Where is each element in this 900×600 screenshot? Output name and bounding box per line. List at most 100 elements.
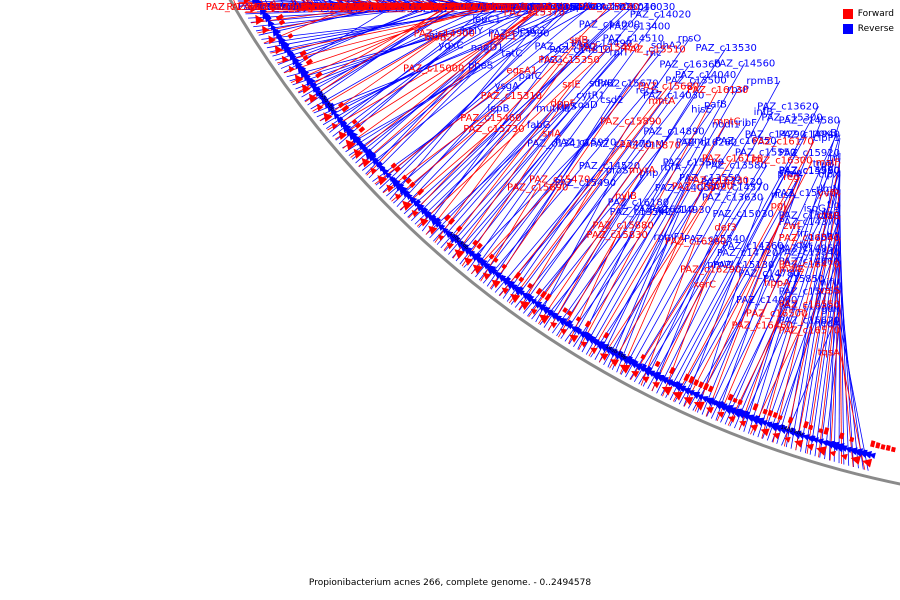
reverse-gene-label: ddl1 xyxy=(466,2,488,13)
reverse-gene-label: hisG xyxy=(540,55,562,66)
leader-line xyxy=(416,47,610,227)
leader-line xyxy=(391,117,492,202)
reverse-gene-label: PAZ_c13560 xyxy=(361,2,422,13)
reverse-gene-label: PAZ_c14290 xyxy=(745,129,806,140)
forward-gene-label: mntC xyxy=(714,116,741,127)
forward-gene-label: malE xyxy=(779,264,804,275)
reverse-gene-label: rpmE1 xyxy=(346,2,379,13)
forward-gene-label: PAZ_c16550 xyxy=(779,300,840,311)
feature-block xyxy=(762,408,768,415)
forward-gene-label: PAZ_c16130 xyxy=(687,85,748,96)
leader-line xyxy=(651,238,716,392)
leader-line xyxy=(358,12,535,167)
forward-gene-label: srlA xyxy=(542,129,561,140)
reverse-gene-label: rlmM xyxy=(639,139,664,150)
reverse-gene-label: PAZ_c13690 xyxy=(506,2,567,13)
forward-gene-label: rsgA xyxy=(285,2,308,13)
reverse-gene-label: PAZ_c15500 xyxy=(663,158,724,169)
forward-gene-label: mntA xyxy=(648,96,675,107)
feature-block xyxy=(752,403,759,411)
feature-block xyxy=(566,310,573,317)
reverse-gene-label: PAZ_c15960 xyxy=(779,166,840,177)
feature-glyph xyxy=(428,225,438,235)
reverse-gene-label: PAZ_c14610 xyxy=(779,257,840,268)
leader-line xyxy=(429,0,477,8)
reverse-gene-label: PAZ_c14780 xyxy=(738,269,799,280)
feature-block xyxy=(433,217,441,225)
reverse-gene-label: PAZ_c13530 xyxy=(696,43,757,54)
feature-block xyxy=(674,381,681,389)
leader-line xyxy=(800,204,841,452)
feature-block xyxy=(401,174,408,181)
feature-glyph xyxy=(609,359,620,367)
feature-block xyxy=(267,0,275,8)
feature-glyph xyxy=(538,314,550,325)
reverse-gene-label: PAZ_c16180 xyxy=(608,198,669,209)
reverse-gene-label: rpmF1 xyxy=(653,232,685,243)
feature-block xyxy=(659,374,666,382)
leader-line xyxy=(738,282,791,431)
leader-line xyxy=(727,269,805,426)
feature-glyph xyxy=(267,19,275,28)
reverse-gene-label: pheS xyxy=(468,61,493,72)
leader-line xyxy=(329,6,489,133)
feature-glyph xyxy=(333,112,341,120)
reverse-gene-label: sdhA2 xyxy=(651,40,682,51)
feature-block xyxy=(409,181,416,188)
reverse-gene-label: PAZ_c15670 xyxy=(597,79,658,90)
feature-glyph xyxy=(764,421,773,429)
leader-line xyxy=(452,103,564,259)
feature-glyph xyxy=(816,438,824,446)
reverse-gene-label: PAZ_c13460 xyxy=(291,2,352,13)
reverse-gene-label: PAZ_c14020 xyxy=(630,10,691,21)
feature-block xyxy=(372,157,379,164)
leader-line xyxy=(590,122,748,358)
leader-line xyxy=(757,192,837,438)
reverse-gene-label: PAZ_c16360 xyxy=(659,59,720,70)
feature-block xyxy=(316,91,324,98)
leader-line xyxy=(814,261,841,457)
reverse-gene-label: smpB xyxy=(466,2,494,13)
leader-line xyxy=(795,216,841,451)
reverse-gene-label: PAZ_c13220 xyxy=(381,2,442,13)
feature-block xyxy=(543,306,550,313)
reverse-gene-label: wecA xyxy=(323,2,350,13)
reverse-gene-label: PAZ_c13410 xyxy=(527,138,588,149)
leader-line xyxy=(568,167,672,345)
leader-line xyxy=(625,111,774,378)
leader-line xyxy=(514,80,697,308)
feature-glyph xyxy=(482,272,491,281)
leader-line xyxy=(674,173,801,403)
reverse-gene-label: PAZ_c15970 xyxy=(555,138,616,149)
feature-glyph xyxy=(569,334,579,343)
feature-glyph xyxy=(705,407,714,414)
feature-glyph xyxy=(783,436,791,443)
forward-gene-label: PAZ_c15730 xyxy=(463,124,524,135)
leader-line xyxy=(264,6,509,45)
feature-block xyxy=(340,120,348,127)
forward-gene-label: PAZ_c13520 xyxy=(372,2,433,13)
reverse-gene-label: PAZ_c16380 xyxy=(779,302,840,313)
reverse-gene-label: lepB xyxy=(487,104,509,115)
feature-block xyxy=(777,414,783,421)
feature-glyph xyxy=(578,331,588,339)
reverse-gene-label: uvrD2 xyxy=(299,2,329,13)
leader-line xyxy=(322,6,527,126)
reverse-gene-label: csd2 xyxy=(600,95,623,106)
leader-line xyxy=(358,33,520,168)
forward-gene-label: PAZ_c15880 xyxy=(592,220,653,231)
forward-gene-label: myrA xyxy=(629,165,656,176)
reverse-gene-label: pnp xyxy=(639,168,658,179)
reverse-gene-label: pdtaS xyxy=(331,2,360,13)
feature-block xyxy=(683,373,691,382)
forward-gene-label: PAZ_c13660 xyxy=(206,2,267,13)
leader-line xyxy=(734,273,800,429)
leader-line xyxy=(795,174,841,451)
forward-gene-label: PAZ_c16000 xyxy=(672,182,733,193)
leader-line xyxy=(651,269,712,392)
feature-glyph xyxy=(308,93,318,104)
reverse-gene-label: leuC2 xyxy=(517,26,546,37)
feature-block xyxy=(445,230,452,236)
reverse-gene-label: PAZ_c13340 xyxy=(418,2,479,13)
forward-gene-label: PAZ_c16170 xyxy=(752,137,813,148)
